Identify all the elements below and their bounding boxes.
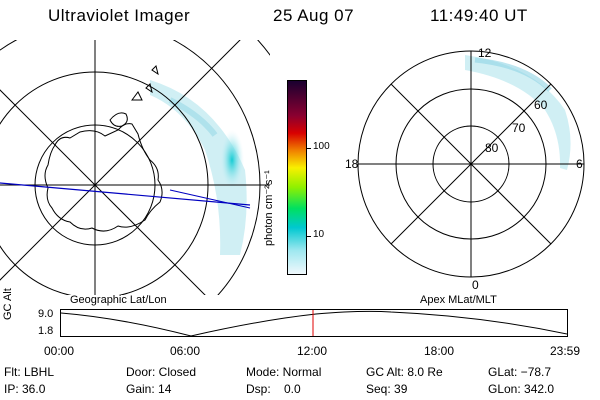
mlat-label-70: 70	[512, 121, 526, 135]
colorbar-tick	[307, 148, 311, 149]
observation-date: 25 Aug 07	[273, 6, 355, 25]
timeline-xlabel: 12:00	[297, 344, 328, 358]
seq-status: Seq: 39	[366, 382, 408, 396]
filter-status: Flt: LBHL	[4, 365, 55, 379]
glat-status: GLat: −78.7	[488, 365, 552, 379]
mlat-label-60: 60	[534, 98, 548, 112]
aurora-emission-region	[465, 55, 571, 170]
mlt-label-0: 0	[472, 278, 479, 292]
mlt-label-6: 6	[576, 157, 583, 171]
mlt-label-18: 18	[345, 157, 359, 171]
timeline-ymin: 1.8	[38, 325, 54, 337]
mlt-label-12: 12	[478, 46, 492, 60]
aurora-bright-spot	[220, 130, 244, 190]
mode-status: Mode: Normal	[246, 365, 322, 379]
geographic-map-panel	[0, 40, 270, 295]
altitude-curve	[61, 310, 567, 336]
coastline	[44, 123, 163, 232]
colorbar-gradient	[288, 81, 306, 274]
timeline-axis-label: GC Alt	[2, 288, 14, 320]
timeline-ymax: 9.0	[38, 308, 54, 320]
gain-status: Gain: 14	[126, 382, 172, 396]
altitude-timeline	[60, 309, 568, 337]
timeline-xlabel: 06:00	[170, 344, 201, 358]
aurora-emission-region	[150, 80, 247, 255]
ip-status: IP: 36.0	[4, 382, 46, 396]
mlat-label-80: 80	[485, 141, 499, 155]
colorbar-label-100: 100	[313, 141, 330, 152]
colorbar-tick	[307, 236, 311, 237]
colorbar	[287, 80, 311, 275]
timeline-xlabel: 18:00	[424, 344, 455, 358]
magnetic-map-panel: 12 18 6 0 60 70 80	[345, 46, 585, 292]
dsp-status: Dsp: 0.0	[246, 382, 301, 396]
imager-title: Ultraviolet Imager	[48, 6, 191, 25]
glon-status: GLon: 342.0	[488, 382, 555, 396]
magnetic-caption: Apex MLat/MLT	[420, 294, 497, 306]
gc-alt-status: GC Alt: 8.0 Re	[366, 365, 443, 379]
colorbar-label-10: 10	[313, 229, 325, 240]
door-status: Door: Closed	[126, 365, 197, 379]
timeline-xlabel: 23:59	[550, 344, 581, 358]
sun-terminator-line	[0, 182, 251, 206]
timeline-xlabel: 00:00	[44, 344, 75, 358]
geographic-caption: Geographic Lat/Lon	[70, 294, 167, 306]
colorbar-unit-label: photon cm⁻²s⁻¹	[263, 170, 275, 246]
observation-time: 11:49:40 UT	[430, 6, 528, 25]
